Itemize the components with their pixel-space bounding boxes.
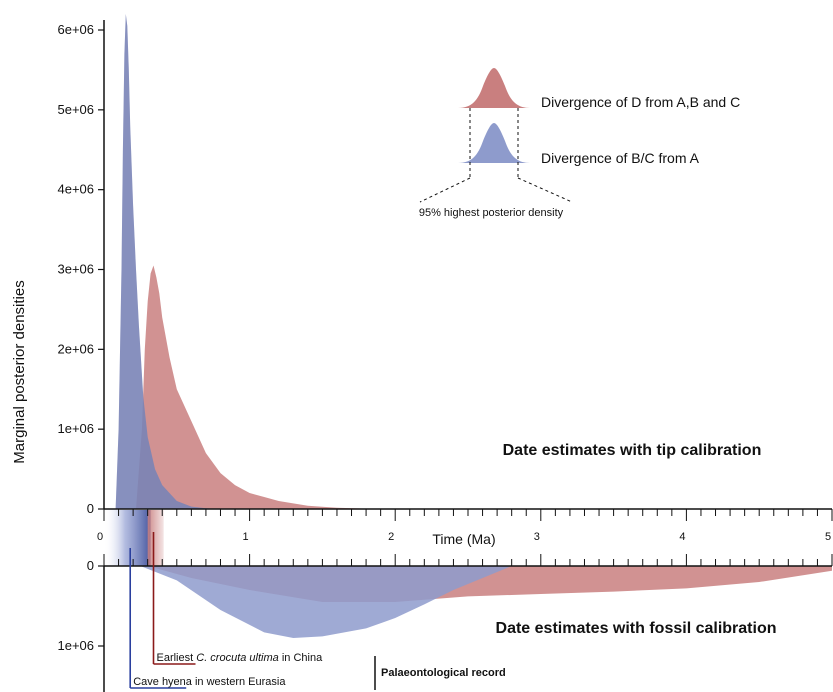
hpd-label: 95% highest posterior density [419,207,564,219]
top-y-tick-label: 0 [87,501,94,516]
x-tick-label: 3 [534,531,540,543]
top-y-tick-label: 3e+06 [57,262,94,277]
legend-label-blue: Divergence of B/C from A [541,150,700,166]
fossil-label-china: Earliest C. crocuta ultima in China [157,652,324,664]
bottom-panel-title: Date estimates with fossil calibration [496,620,777,637]
top-y-tick-label: 1e+06 [57,421,94,436]
fossil-record: Earliest C. crocuta ultima in China Cave… [129,532,506,690]
hpd-guide-right-diag [517,177,573,203]
bottom-series-area-1 [140,566,512,638]
bottom-y-tick-label: 1e+06 [57,638,94,653]
hpd-guide-left-diag [419,177,471,203]
hpd-strip-blue [104,510,151,566]
fossil-label-eurasia: Cave hyena in western Eurasia [133,676,286,688]
top-overlap-shade [115,14,221,509]
axes: 0 1e+06 2e+06 3e+06 4e+06 5e+06 6e+06 0 1e+06 0 1 2… [57,20,833,692]
fossil-label-china-prefix: Earliest [157,652,197,664]
top-y-tick-label: 6e+06 [57,22,94,37]
fossil-label-eurasia-prefix: Cave hyena in western Eurasia [133,676,286,688]
legend-swatch-blue [458,123,530,163]
top-series-area-0 [136,265,396,509]
y-axis-label: Marginal posterior densities [11,280,28,463]
x-tick-label: 5 [825,531,831,543]
legend-label-red: Divergence of D from A,B and C [541,94,740,110]
hpd-strip [104,510,164,566]
top-panel-series [115,14,396,509]
x-tick-label: 4 [679,531,685,543]
fossil-label-china-suffix: in China [279,652,323,664]
legend: Divergence of D from A,B and C Divergenc… [419,68,740,219]
top-series-area-1 [115,14,221,509]
bottom-panel-series [140,566,832,638]
top-y-tick-label: 4e+06 [57,182,94,197]
bottom-y-tick-label: 0 [87,558,94,573]
fossil-record-title: Palaeontological record [381,667,506,679]
hpd-strip-red [147,510,164,566]
top-y-tick-label: 2e+06 [57,341,94,356]
x-tick-label: 1 [243,531,249,543]
top-panel-title: Date estimates with tip calibration [503,442,762,459]
x-tick-label: 0 [97,531,103,543]
x-axis-label: Time (Ma) [432,531,495,547]
legend-swatch-red [458,68,530,108]
x-tick-label: 2 [388,531,394,543]
fossil-label-china-species: C. crocuta ultima [196,652,279,664]
top-y-tick-label: 5e+06 [57,102,94,117]
